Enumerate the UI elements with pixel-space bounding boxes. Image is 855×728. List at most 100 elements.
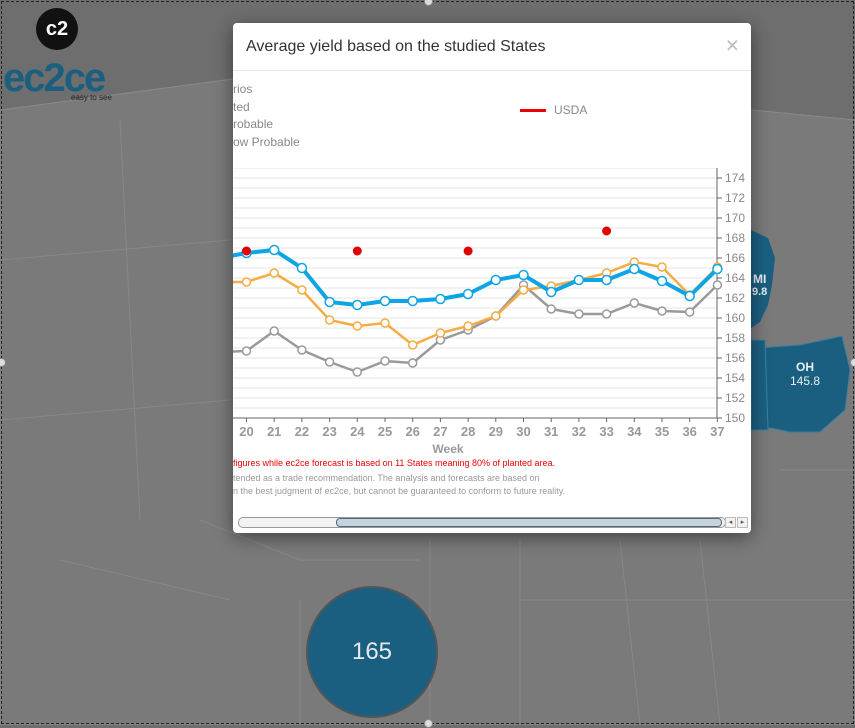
x-tick-label: 28 <box>461 424 475 439</box>
series-point <box>296 262 308 274</box>
x-tick-label: 31 <box>544 424 558 439</box>
x-tick-label: 23 <box>322 424 336 439</box>
series-point <box>684 307 695 317</box>
y-tick-label: 152 <box>725 391 745 405</box>
legend-item-usda[interactable]: USDA <box>520 103 587 117</box>
x-axis-title: Week <box>432 442 463 456</box>
x-tick-label: 21 <box>267 424 281 439</box>
usda-point <box>602 226 612 236</box>
series-point <box>462 288 474 300</box>
map-value-bubble[interactable]: 165 <box>306 586 438 718</box>
resize-handle-right[interactable] <box>850 358 855 367</box>
series-point <box>435 293 446 305</box>
series-point <box>297 285 307 295</box>
y-tick-label: 154 <box>725 371 745 385</box>
legend-item[interactable]: robable <box>233 117 274 131</box>
series-point <box>380 356 390 366</box>
series-point <box>684 290 695 302</box>
modal-title: Average yield based on the studied State… <box>246 38 546 55</box>
x-tick-label: 22 <box>295 424 309 439</box>
map-state-mi-label: MI 9.8 <box>752 272 768 298</box>
series-point <box>545 286 557 298</box>
series-point <box>407 340 418 350</box>
series-point <box>241 277 252 287</box>
x-tick-label: 36 <box>682 424 696 439</box>
series-point <box>435 328 446 338</box>
x-tick-label: 27 <box>433 424 447 439</box>
series-point <box>324 296 335 308</box>
series-point <box>712 280 723 290</box>
x-tick-label: 26 <box>405 424 419 439</box>
series-point <box>324 315 335 325</box>
resize-handle-bottom[interactable] <box>424 719 433 728</box>
series-point <box>269 326 279 336</box>
x-tick-label: 20 <box>239 424 253 439</box>
series-point <box>629 263 640 275</box>
note-disclaimer-1: tended as a trade recommendation. The an… <box>233 473 540 483</box>
series-point <box>297 345 307 355</box>
y-tick-label: 158 <box>725 331 745 345</box>
scroll-right-button[interactable]: ▸ <box>737 517 748 528</box>
yield-line-chart: 150 152 154 156 158 160 162 164 166 168 170 172 174 2… <box>233 168 745 456</box>
resize-handle-left[interactable] <box>0 358 6 367</box>
series-point <box>601 274 612 286</box>
map-state-mi <box>751 230 775 328</box>
y-tick-label: 160 <box>725 311 745 325</box>
x-tick-label: 24 <box>350 424 365 439</box>
y-tick-label: 170 <box>725 211 745 225</box>
usda-point <box>463 246 473 256</box>
scrollbar-thumb[interactable] <box>336 518 722 527</box>
series-point <box>380 318 390 328</box>
x-tick-label: 32 <box>572 424 586 439</box>
series-point <box>352 299 363 311</box>
series-point <box>352 321 363 331</box>
series-point <box>352 367 363 377</box>
chart-modal: Average yield based on the studied State… <box>233 23 751 533</box>
series-point <box>657 262 667 272</box>
legend-item[interactable]: rios <box>233 82 253 96</box>
series-point <box>491 311 501 321</box>
series-point <box>518 285 529 295</box>
logo-wordmark: ec2ce <box>3 56 106 100</box>
y-tick-label: 166 <box>725 251 745 265</box>
usda-point <box>242 246 251 256</box>
legend-item[interactable]: ted <box>233 99 250 114</box>
scroll-left-button[interactable]: ◂ <box>725 517 736 528</box>
legend-item[interactable]: ow Probable <box>233 134 300 149</box>
x-tick-label: 37 <box>710 424 724 439</box>
series-point <box>379 295 391 307</box>
x-tick-label: 25 <box>378 424 392 439</box>
usda-swatch <box>520 109 546 113</box>
series-point <box>629 298 640 308</box>
series-point <box>601 309 612 319</box>
series-point <box>657 306 667 316</box>
series-point <box>656 275 668 287</box>
series-point <box>268 244 280 256</box>
series-point <box>269 268 279 278</box>
x-tick-label: 29 <box>489 424 503 439</box>
logo-badge: c2 <box>36 8 78 50</box>
resize-handle-top[interactable] <box>424 0 433 6</box>
series-point <box>407 295 418 307</box>
map-state-oh-label[interactable]: OH 145.8 <box>790 360 821 388</box>
note-red: figures while ec2ce forecast is based on… <box>233 458 556 468</box>
x-tick-label: 34 <box>627 424 642 439</box>
series-point <box>574 309 584 319</box>
y-tick-label: 172 <box>725 191 745 205</box>
series-point <box>407 358 418 368</box>
close-icon[interactable]: × <box>725 32 739 58</box>
series-point <box>712 263 723 275</box>
series-point <box>573 274 585 286</box>
x-tick-label: 35 <box>655 424 669 439</box>
y-tick-label: 156 <box>725 351 745 365</box>
chart-legend: rios ted robable ow Probable <box>233 81 300 151</box>
series-point <box>490 274 502 286</box>
y-tick-label: 168 <box>725 231 745 245</box>
series-point <box>324 357 335 367</box>
series-point <box>546 304 556 314</box>
y-tick-label: 164 <box>725 271 745 285</box>
y-tick-label: 150 <box>725 411 745 425</box>
x-tick-label: 30 <box>516 424 530 439</box>
y-tick-label: 174 <box>725 171 745 185</box>
y-tick-label: 162 <box>725 291 745 305</box>
